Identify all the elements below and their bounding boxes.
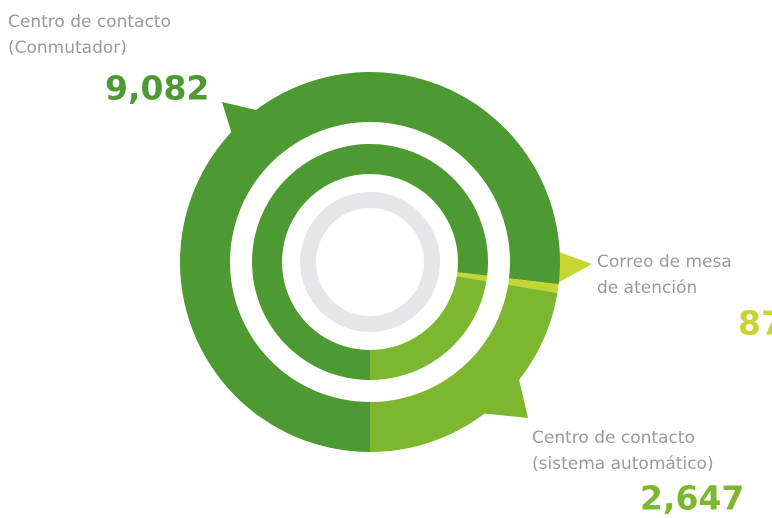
value-label: 9,082 (105, 69, 209, 108)
label: Centro de contacto (532, 428, 695, 448)
label: de atención (597, 278, 697, 298)
label: Centro de contacto (8, 12, 171, 32)
inner-segment (456, 272, 488, 282)
inner-segment (370, 276, 487, 380)
label: (sistema automático) (532, 454, 714, 474)
label: (Conmutador) (8, 38, 127, 58)
label: Correo de mesa (597, 252, 732, 272)
center-ring (300, 192, 440, 332)
segment (508, 278, 559, 293)
value-label: 87 (738, 304, 772, 343)
value-label: 2,647 (640, 479, 744, 518)
segment (370, 284, 558, 453)
